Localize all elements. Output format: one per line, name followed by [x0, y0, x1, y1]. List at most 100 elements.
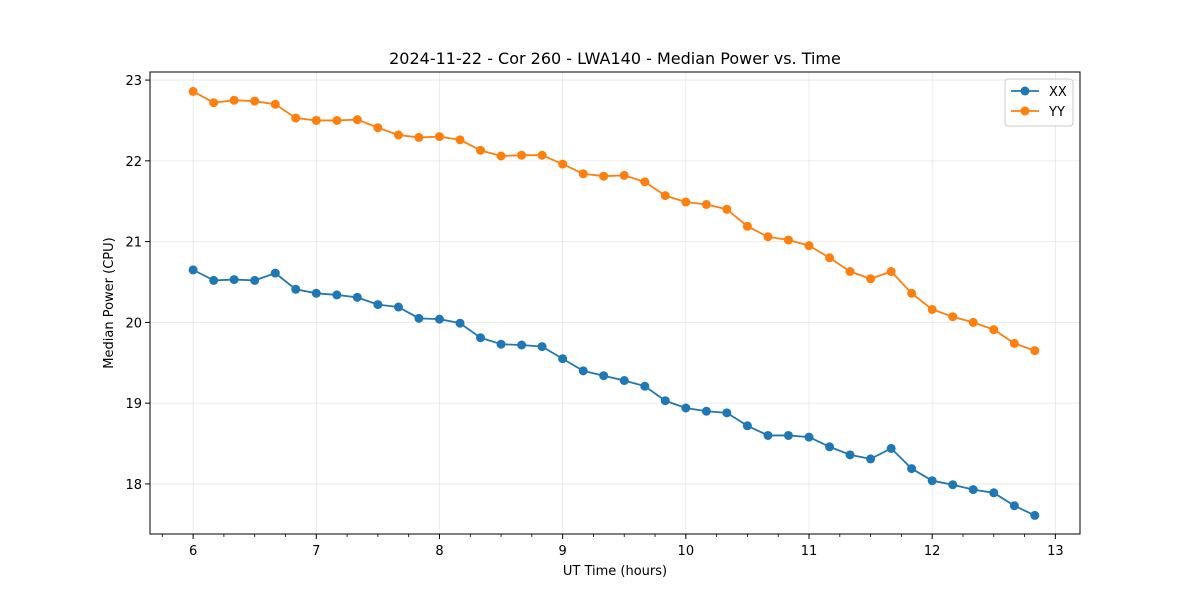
- data-point-xx: [537, 342, 547, 352]
- plot-frame: [149, 71, 1081, 535]
- data-point-xx: [968, 485, 978, 495]
- data-point-xx: [845, 450, 855, 460]
- data-point-xx: [209, 275, 219, 285]
- data-point-yy: [332, 115, 342, 125]
- y-axis-label: Median Power (CPU): [102, 237, 117, 368]
- data-point-yy: [640, 177, 650, 187]
- data-point-yy: [291, 113, 301, 123]
- data-point-xx: [250, 275, 260, 285]
- data-point-xx: [619, 376, 629, 386]
- data-point-xx: [681, 403, 691, 413]
- x-tick-label: 12: [924, 544, 941, 559]
- data-point-xx: [352, 292, 362, 302]
- data-point-yy: [578, 169, 588, 179]
- data-point-yy: [1030, 346, 1040, 356]
- data-point-xx: [804, 432, 814, 442]
- data-point-yy: [948, 312, 958, 322]
- data-point-xx: [332, 290, 342, 300]
- data-point-yy: [989, 325, 999, 335]
- data-point-xx: [311, 288, 321, 298]
- data-point-yy: [599, 171, 609, 181]
- data-point-xx: [558, 354, 568, 364]
- data-point-yy: [188, 86, 198, 96]
- data-point-xx: [1009, 501, 1019, 511]
- data-point-xx: [434, 314, 444, 324]
- data-point-yy: [414, 132, 424, 142]
- data-point-yy: [742, 221, 752, 231]
- data-point-xx: [989, 488, 999, 498]
- x-tick-label: 11: [801, 544, 818, 559]
- data-point-yy: [804, 241, 814, 251]
- data-point-xx: [496, 339, 506, 349]
- data-point-yy: [866, 274, 876, 284]
- y-tick-label: 21: [125, 236, 142, 251]
- x-axis-label: UT Time (hours): [563, 564, 667, 579]
- data-point-xx: [701, 406, 711, 416]
- data-point-xx: [907, 464, 917, 474]
- legend: XX YY: [1004, 78, 1074, 127]
- x-tick-label: 7: [312, 544, 320, 559]
- legend-label-xx: XX: [1049, 85, 1067, 100]
- data-point-yy: [558, 159, 568, 169]
- data-point-xx: [373, 300, 383, 310]
- data-point-xx: [742, 421, 752, 431]
- data-point-yy: [393, 130, 403, 140]
- x-tick-label: 13: [1047, 544, 1064, 559]
- data-point-yy: [434, 132, 444, 142]
- data-point-xx: [188, 265, 198, 275]
- data-point-yy: [373, 123, 383, 133]
- data-point-xx: [948, 480, 958, 490]
- data-point-xx: [475, 333, 485, 343]
- data-point-yy: [517, 150, 527, 160]
- data-point-yy: [763, 232, 773, 242]
- data-point-yy: [496, 151, 506, 161]
- data-point-yy: [619, 170, 629, 180]
- data-point-xx: [783, 430, 793, 440]
- data-point-yy: [209, 98, 219, 108]
- x-tick-label: 6: [189, 544, 197, 559]
- data-point-yy: [475, 145, 485, 155]
- data-point-yy: [270, 99, 280, 109]
- data-point-xx: [722, 408, 732, 418]
- y-tick-label: 18: [125, 478, 142, 493]
- data-point-yy: [681, 197, 691, 207]
- data-point-yy: [352, 115, 362, 125]
- data-point-xx: [886, 443, 896, 453]
- y-tick-label: 23: [125, 74, 142, 89]
- y-tick-label: 20: [125, 316, 142, 331]
- data-point-yy: [968, 317, 978, 327]
- data-point-xx: [763, 430, 773, 440]
- series-layer: [188, 86, 1040, 520]
- data-point-xx: [455, 318, 465, 328]
- data-point-xx: [640, 381, 650, 391]
- legend-marker-xx: [1020, 86, 1030, 96]
- data-point-yy: [722, 204, 732, 214]
- data-point-xx: [866, 454, 876, 464]
- data-point-xx: [270, 268, 280, 278]
- data-point-xx: [393, 302, 403, 312]
- x-tick-label: 9: [559, 544, 567, 559]
- data-point-xx: [927, 476, 937, 486]
- x-tick-label: 10: [678, 544, 695, 559]
- chart-title: 2024-11-22 - Cor 260 - LWA140 - Median P…: [389, 49, 841, 68]
- data-point-yy: [660, 191, 670, 201]
- data-point-yy: [701, 199, 711, 209]
- data-point-yy: [886, 267, 896, 276]
- data-point-yy: [907, 288, 917, 298]
- data-point-yy: [825, 253, 835, 263]
- data-point-xx: [599, 371, 609, 381]
- y-tick-label: 19: [125, 397, 142, 412]
- data-point-yy: [311, 115, 321, 125]
- data-point-xx: [660, 396, 670, 406]
- data-point-yy: [250, 96, 260, 106]
- data-point-xx: [291, 284, 301, 294]
- data-point-yy: [845, 267, 855, 276]
- legend-label-yy: YY: [1048, 105, 1065, 120]
- data-point-xx: [229, 275, 239, 285]
- axes: 6 7 8 9 10 11 12 13 18 19 20 21 22 23: [125, 74, 1063, 559]
- data-point-xx: [578, 366, 588, 376]
- data-point-xx: [414, 313, 424, 323]
- grid: [150, 72, 1080, 534]
- x-tick-label: 8: [435, 544, 443, 559]
